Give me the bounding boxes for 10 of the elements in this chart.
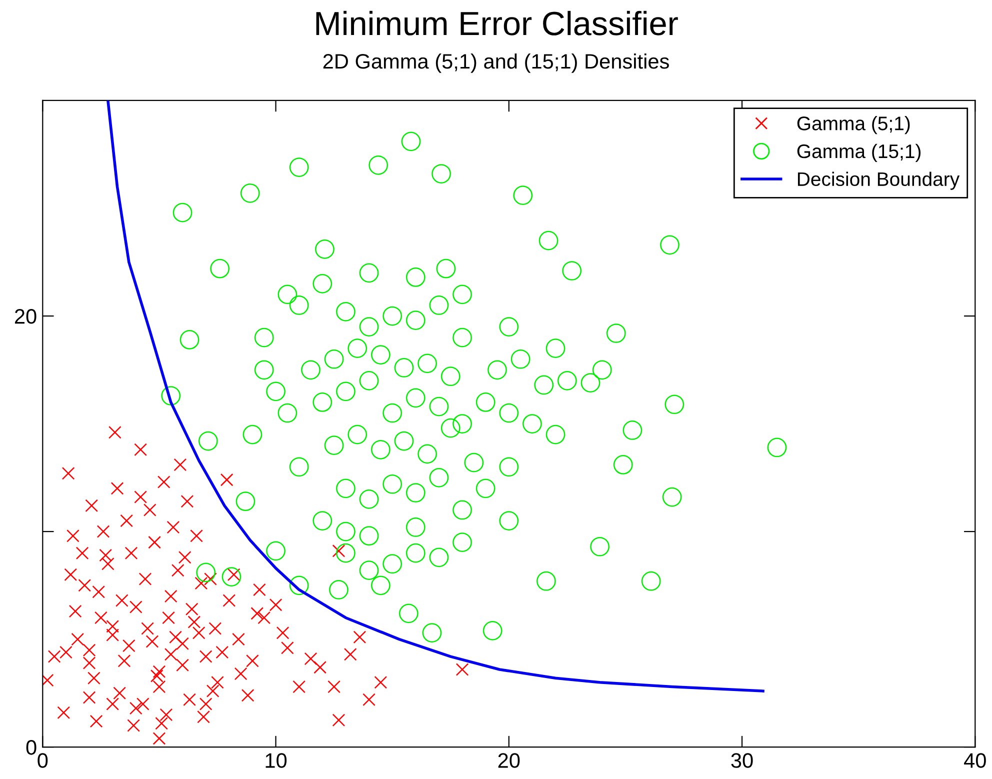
x-tick-label: 40	[964, 753, 986, 768]
legend-label: Gamma (5;1)	[797, 116, 910, 134]
legend-label: Decision Boundary	[798, 172, 960, 190]
x-tick-label: 30	[731, 753, 753, 768]
legend-label: Gamma (15;1)	[797, 144, 921, 162]
x-tick-label: 10	[266, 753, 287, 768]
chart-title: Minimum Error Classifier	[316, 10, 678, 36]
x-tick-label: 20	[498, 753, 520, 768]
x-tick-label: 0	[38, 753, 48, 768]
chart-subtitle: 2D Gamma (5;1) and (15;1) Densities	[323, 53, 669, 73]
